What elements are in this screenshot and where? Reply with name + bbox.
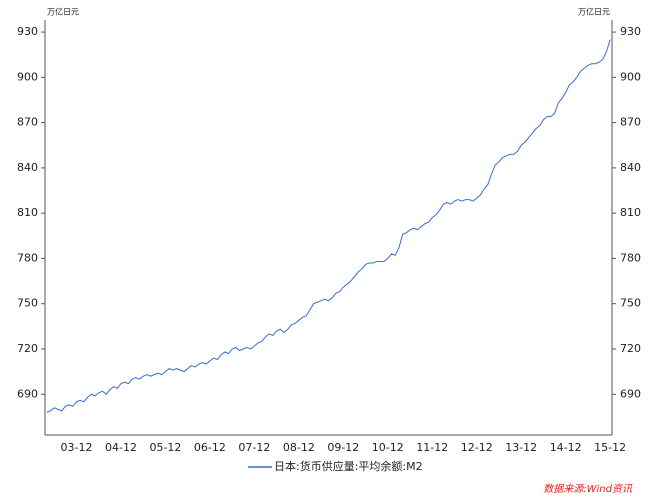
y-tick-label: 780: [17, 251, 38, 264]
y2-tick-label: 690: [620, 387, 641, 400]
x-tick-label: 15-12: [594, 441, 626, 454]
source-note: 数据来源:Wind资讯: [543, 483, 633, 495]
y-tick-label: 750: [17, 297, 38, 310]
x-tick-label: 09-12: [327, 441, 359, 454]
y-tick-label: 720: [17, 342, 38, 355]
x-tick-label: 04-12: [105, 441, 137, 454]
y2-tick-label: 840: [620, 161, 641, 174]
x-tick-label: 07-12: [238, 441, 270, 454]
x-tick-label: 05-12: [149, 441, 181, 454]
y2-tick-label: 870: [620, 116, 641, 129]
y-tick-label: 930: [17, 25, 38, 38]
x-tick-label: 03-12: [61, 441, 93, 454]
y2-tick-label: 750: [620, 297, 641, 310]
y2-tick-label: 900: [620, 70, 641, 83]
y2-tick-label: 720: [620, 342, 641, 355]
x-tick-label: 11-12: [416, 441, 448, 454]
y-tick-label: 870: [17, 116, 38, 129]
y-tick-label: 810: [17, 206, 38, 219]
x-tick-label: 13-12: [505, 441, 537, 454]
x-tick-label: 10-12: [372, 441, 404, 454]
y2-tick-label: 930: [620, 25, 641, 38]
x-tick-label: 08-12: [283, 441, 315, 454]
y-tick-label: 690: [17, 387, 38, 400]
legend-label: 日本:货币供应量:平均余额:M2: [274, 459, 423, 473]
x-tick-label: 06-12: [194, 441, 226, 454]
y-axis-unit: 万亿日元: [47, 7, 79, 17]
x-tick-label: 12-12: [461, 441, 493, 454]
x-tick-label: 14-12: [550, 441, 582, 454]
y2-tick-label: 810: [620, 206, 641, 219]
y2-axis-unit: 万亿日元: [578, 7, 610, 17]
y-tick-label: 840: [17, 161, 38, 174]
y2-tick-label: 780: [620, 251, 641, 264]
y-tick-label: 900: [17, 70, 38, 83]
data-line: [46, 39, 611, 413]
